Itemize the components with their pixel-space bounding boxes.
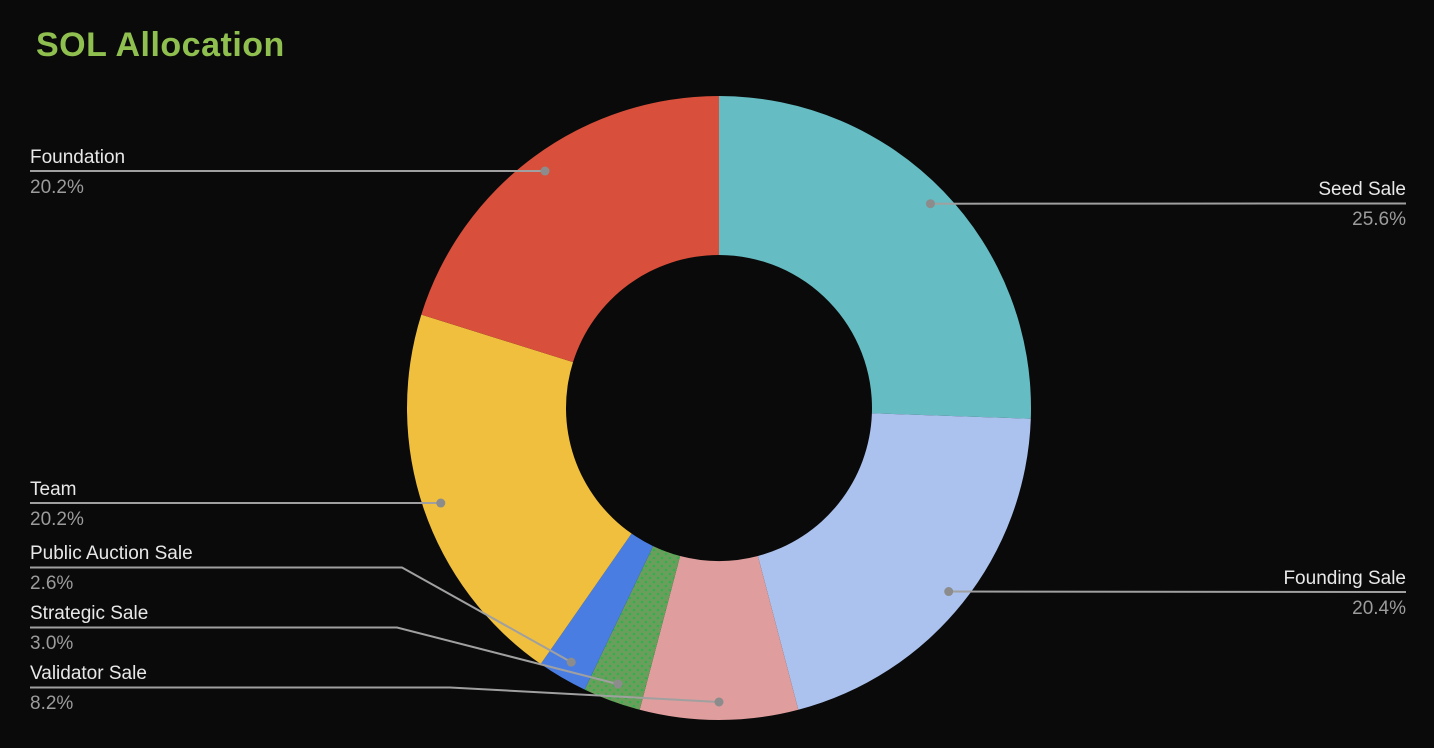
- slice-label-foundation: Foundation: [30, 147, 126, 168]
- callout-public-auction-sale: Public Auction Sale 2.6%: [30, 543, 450, 595]
- leader-line-validator-sale: [30, 686, 720, 703]
- leader-dot-founding-sale: [944, 587, 954, 597]
- leader-dot-strategic-sale: [613, 679, 623, 689]
- leader-line-founding-sale: [948, 590, 1407, 593]
- chart-title: SOL Allocation: [36, 26, 285, 64]
- slice-percent-seed-sale: 25.6%: [1352, 209, 1406, 230]
- leader-dot-public-auction-sale: [566, 657, 576, 667]
- pie-slice-foundation[interactable]: [421, 96, 719, 363]
- slice-label-founding-sale: Founding Sale: [1283, 568, 1406, 589]
- leader-line-strategic-sale: [30, 626, 619, 686]
- callout-strategic-sale: Strategic Sale 3.0%: [30, 603, 450, 655]
- leader-dot-foundation: [540, 166, 550, 176]
- slice-label-seed-sale: Seed Sale: [1318, 179, 1406, 200]
- callout-validator-sale: Validator Sale 8.2%: [30, 663, 450, 715]
- leader-dot-team: [436, 498, 446, 508]
- slice-percent-strategic-sale: 3.0%: [30, 633, 74, 654]
- pie-slice-public-auction-sale[interactable]: [540, 533, 654, 690]
- callout-founding-sale: Founding Sale 20.4%: [986, 568, 1406, 620]
- pie-slice-team[interactable]: [407, 314, 632, 665]
- leader-dot-validator-sale: [714, 697, 724, 707]
- slice-label-validator-sale: Validator Sale: [30, 663, 147, 684]
- callout-seed-sale: Seed Sale 25.6%: [986, 179, 1406, 231]
- pie-slice-seed-sale[interactable]: [719, 96, 1031, 419]
- slice-percent-public-auction-sale: 2.6%: [30, 573, 74, 594]
- pie-slice-strategic-sale[interactable]: [584, 546, 681, 710]
- leader-line-public-auction-sale: [30, 566, 572, 663]
- pie-slice-validator-sale[interactable]: [639, 555, 799, 721]
- callout-foundation: Foundation 20.2%: [30, 147, 450, 199]
- leader-dot-seed-sale: [925, 199, 935, 209]
- slice-percent-foundation: 20.2%: [30, 177, 84, 198]
- slice-label-public-auction-sale: Public Auction Sale: [30, 543, 193, 564]
- slice-percent-team: 20.2%: [30, 509, 84, 530]
- slice-label-strategic-sale: Strategic Sale: [30, 603, 149, 624]
- slice-percent-validator-sale: 8.2%: [30, 693, 74, 714]
- callout-leader-lines: [30, 166, 1407, 707]
- callout-team: Team 20.2%: [30, 479, 450, 531]
- pie-slice-founding-sale[interactable]: [757, 413, 1031, 710]
- pie-slices: [407, 96, 1031, 721]
- slice-label-team: Team: [30, 479, 77, 500]
- slice-percent-founding-sale: 20.4%: [1352, 598, 1406, 619]
